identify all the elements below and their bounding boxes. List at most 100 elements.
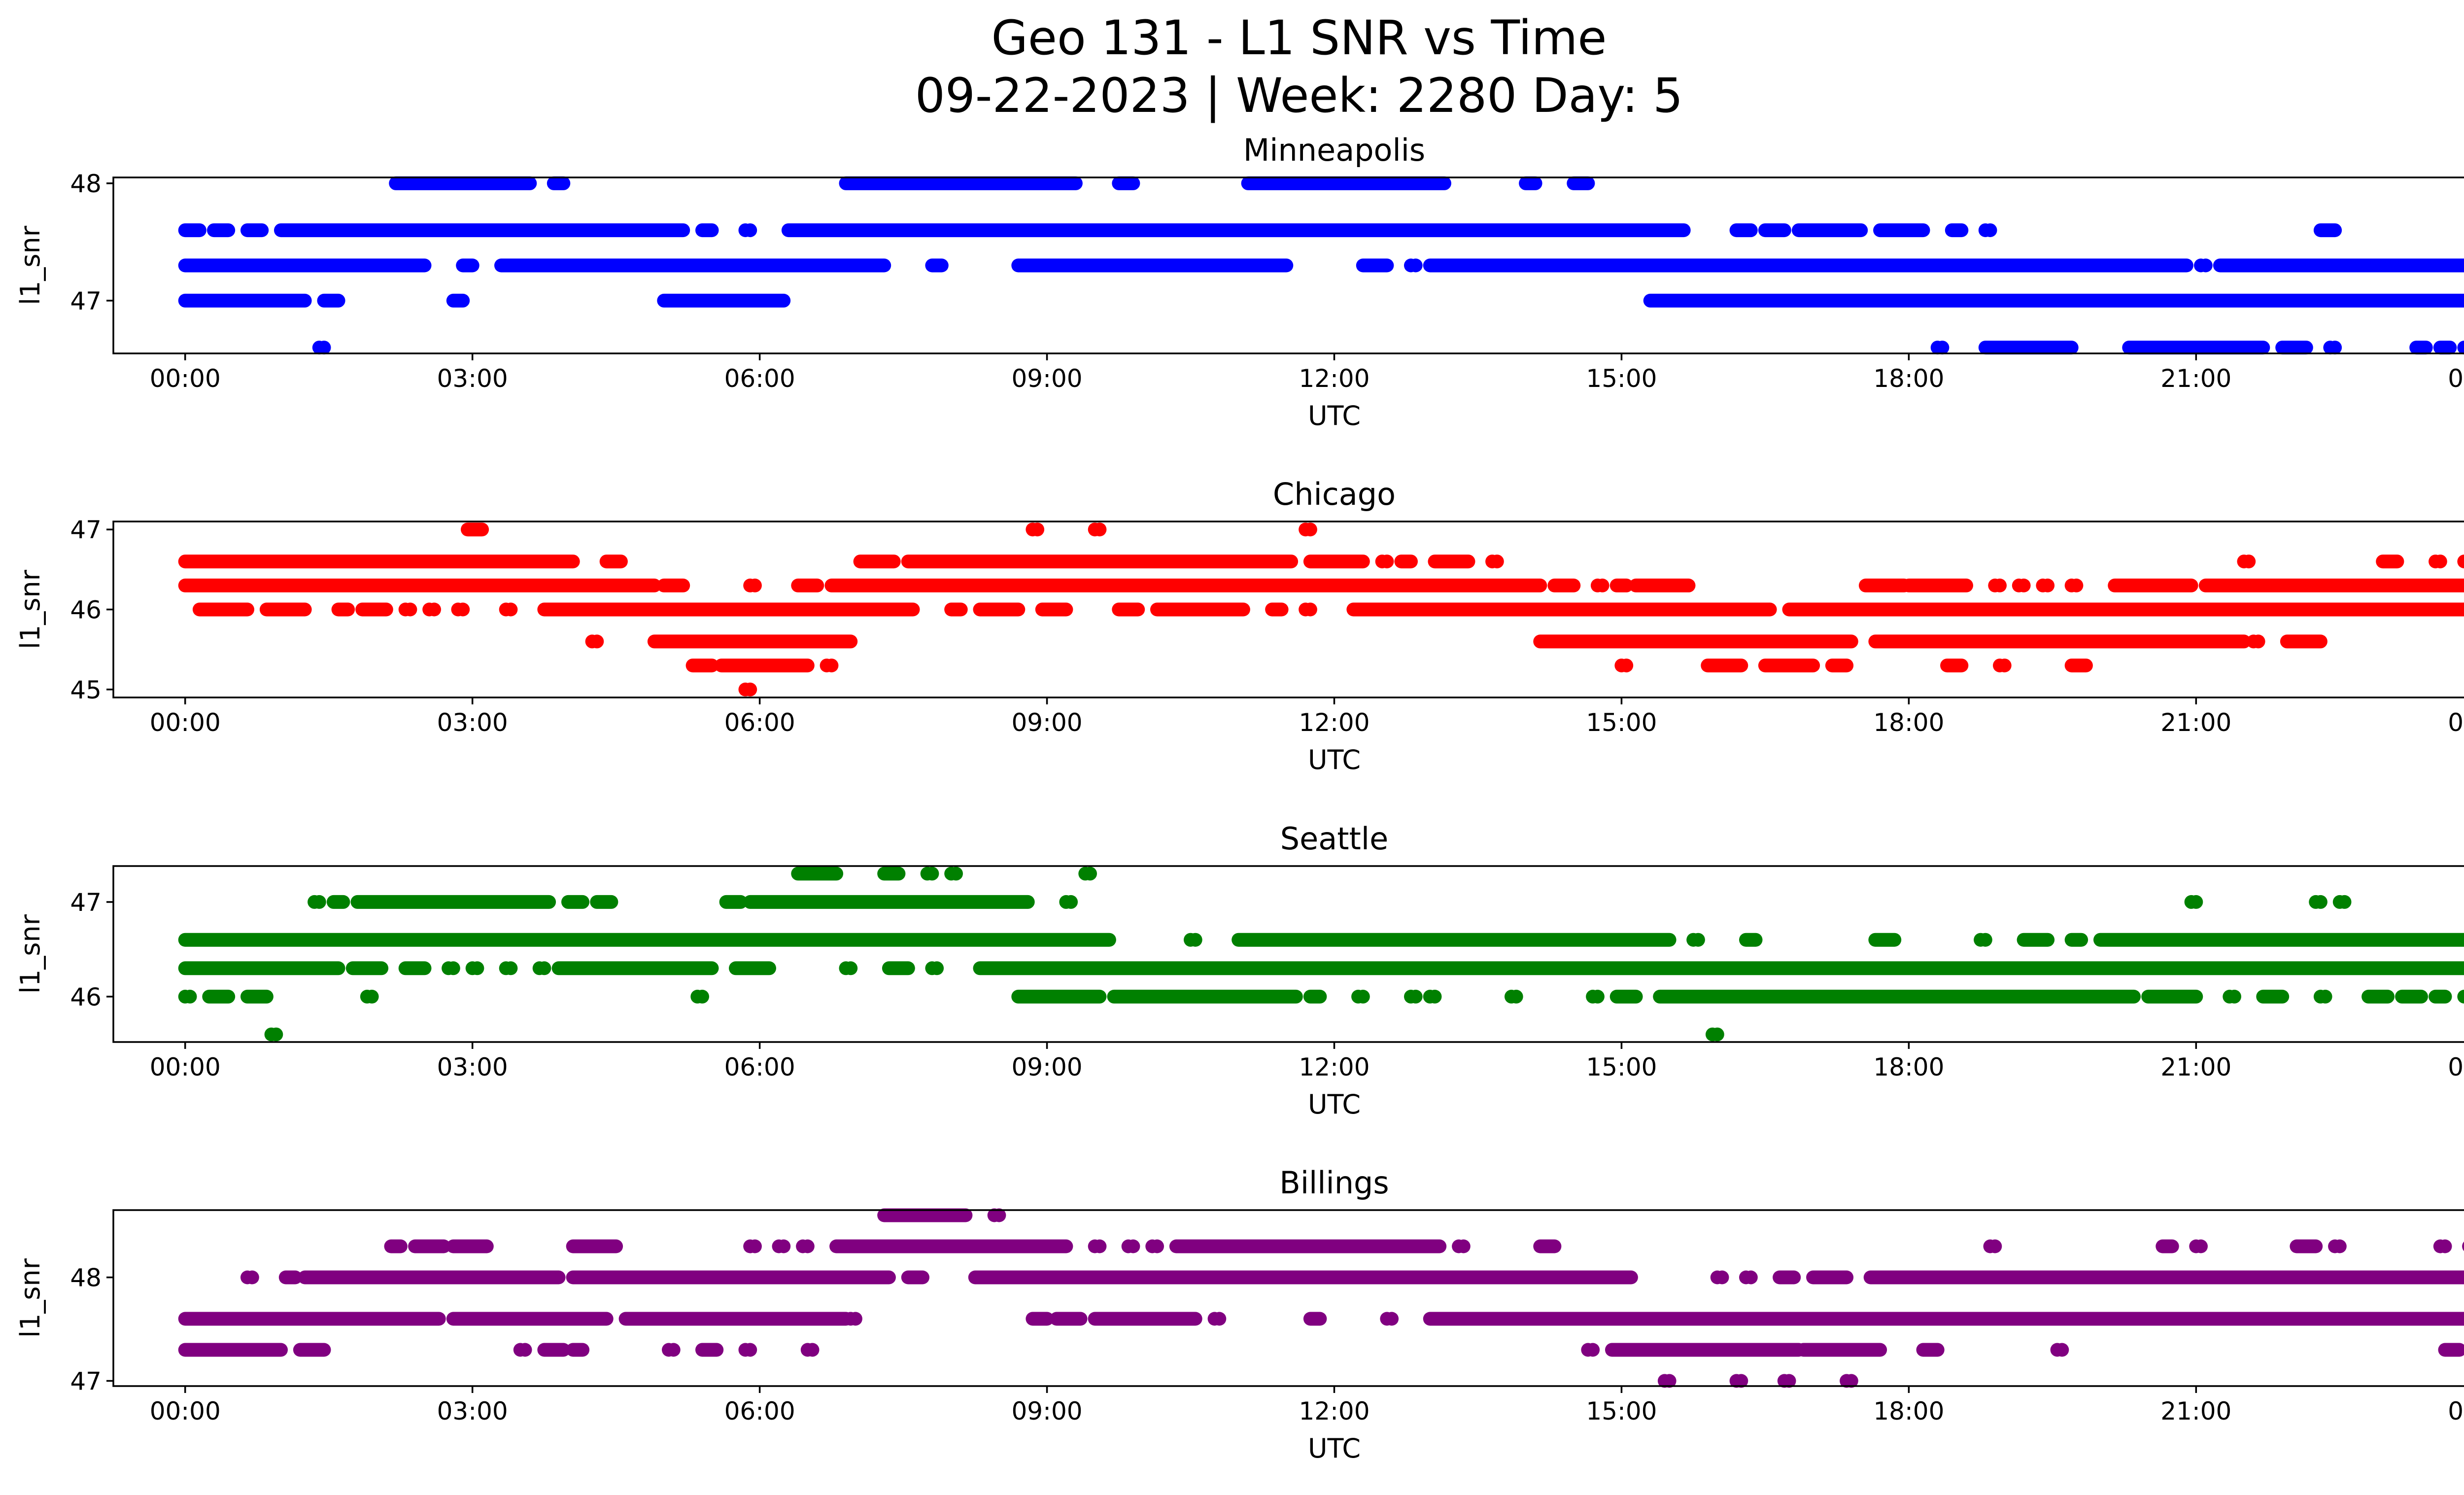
data-point xyxy=(2318,989,2332,1004)
data-point xyxy=(1993,578,2007,592)
x-tick-label: 00:00 xyxy=(2448,1397,2464,1425)
x-tick-label: 15:00 xyxy=(1586,364,1657,393)
y-axis-label: l1_snr xyxy=(15,914,46,994)
y-tick-label: 48 xyxy=(70,170,102,198)
x-tick-label: 09:00 xyxy=(1012,1053,1083,1081)
data-series xyxy=(178,176,2464,355)
x-tick-label: 03:00 xyxy=(437,1397,508,1425)
data-point xyxy=(1356,989,1370,1004)
data-point xyxy=(930,961,944,975)
data-point xyxy=(1935,341,1950,355)
data-point xyxy=(2438,1239,2452,1253)
x-tick-label: 03:00 xyxy=(437,364,508,393)
x-tick-label: 18:00 xyxy=(1873,708,1944,737)
data-point xyxy=(1303,522,1317,537)
data-point xyxy=(518,1343,532,1357)
chart-title: Chicago xyxy=(1273,476,1396,512)
data-point xyxy=(1064,895,1078,909)
data-point xyxy=(312,895,326,909)
x-tick-label: 00:00 xyxy=(2448,1053,2464,1081)
y-tick-label: 46 xyxy=(70,983,102,1011)
chart-title: Billings xyxy=(1279,1165,1389,1201)
data-point xyxy=(2328,341,2342,355)
data-point xyxy=(666,1343,681,1357)
data-point xyxy=(777,1239,791,1253)
x-tick-label: 12:00 xyxy=(1299,364,1369,393)
data-point xyxy=(2462,343,2464,352)
data-point xyxy=(245,1270,259,1285)
y-axis-label: l1_snr xyxy=(15,1258,46,1338)
y-tick-label: 47 xyxy=(70,1367,102,1396)
data-point xyxy=(1385,1312,1399,1326)
figure-title-line2: 09-22-2023 | Week: 2280 Day: 5 xyxy=(915,68,1683,124)
data-point xyxy=(2433,555,2447,569)
data-point xyxy=(844,961,858,975)
data-point xyxy=(1093,522,1107,537)
x-axis-label: UTC xyxy=(1308,1433,1361,1464)
data-point xyxy=(824,659,839,673)
x-tick-label: 15:00 xyxy=(1586,1053,1657,1081)
x-tick-label: 06:00 xyxy=(724,1397,795,1425)
data-point xyxy=(1428,989,1442,1004)
x-tick-label: 21:00 xyxy=(2160,1053,2231,1081)
data-point xyxy=(1744,1270,1758,1285)
data-point xyxy=(470,961,484,975)
x-tick-label: 00:00 xyxy=(150,1053,221,1081)
data-point xyxy=(748,1239,762,1253)
data-point xyxy=(1188,933,1202,947)
data-point xyxy=(2242,555,2256,569)
data-point xyxy=(1586,1343,1600,1357)
chart-title: Minneapolis xyxy=(1243,132,1426,168)
x-tick-label: 00:00 xyxy=(2448,708,2464,737)
data-point xyxy=(1126,1239,1140,1253)
y-tick-label: 47 xyxy=(70,888,102,917)
data-point xyxy=(2189,895,2203,909)
chart-billings: Billings 00:00 03:00 06:00 09:00 12:00 15:00 18… xyxy=(15,1165,2464,1464)
data-point xyxy=(1303,602,1317,617)
data-point xyxy=(2198,258,2213,273)
data-point xyxy=(1093,1239,1107,1253)
data-point xyxy=(805,1343,820,1357)
x-tick-label: 06:00 xyxy=(724,364,795,393)
data-point xyxy=(1782,1374,1796,1388)
x-tick-label: 06:00 xyxy=(724,1053,795,1081)
x-tick-label: 21:00 xyxy=(2160,708,2231,737)
data-point xyxy=(1456,1239,1471,1253)
data-point xyxy=(1662,1374,1677,1388)
y-tick-label: 47 xyxy=(70,516,102,544)
x-tick-label: 21:00 xyxy=(2160,1397,2231,1425)
data-point xyxy=(2251,634,2265,649)
data-point xyxy=(1408,989,1423,1004)
data-point xyxy=(1844,1374,1858,1388)
y-axis-label: l1_snr xyxy=(15,569,46,649)
data-point xyxy=(848,1312,862,1326)
x-tick-label: 12:00 xyxy=(1299,1053,1369,1081)
data-point xyxy=(1997,659,2012,673)
data-point xyxy=(2055,1343,2069,1357)
chart-seattle: Seattle 00:00 03:00 06:00 09:00 12:00 15:00 18:… xyxy=(15,821,2464,1120)
x-tick-label: 00:00 xyxy=(150,364,221,393)
data-point xyxy=(504,602,518,617)
data-series xyxy=(178,522,2464,696)
data-point xyxy=(1734,1374,1748,1388)
x-tick-label: 09:00 xyxy=(1012,364,1083,393)
data-point xyxy=(1150,1239,1164,1253)
x-tick-label: 15:00 xyxy=(1586,1397,1657,1425)
y-tick-label: 48 xyxy=(70,1264,102,1292)
y-axis-label: l1_snr xyxy=(15,225,46,305)
data-point xyxy=(1590,989,1605,1004)
x-tick-label: 09:00 xyxy=(1012,1397,1083,1425)
data-point xyxy=(1619,659,1634,673)
y-tick-label: 45 xyxy=(70,676,102,704)
figure-title-line1: Geo 131 - L1 SNR vs Time xyxy=(992,10,1607,66)
x-tick-label: 00:00 xyxy=(150,708,221,737)
data-point xyxy=(590,634,604,649)
x-tick-label: 03:00 xyxy=(437,708,508,737)
data-point xyxy=(2069,578,2084,592)
data-point xyxy=(1715,1270,1729,1285)
data-point xyxy=(925,867,939,881)
data-point xyxy=(1490,555,1504,569)
data-series xyxy=(178,1208,2464,1388)
data-point xyxy=(1595,578,1609,592)
data-point xyxy=(2332,1239,2347,1253)
